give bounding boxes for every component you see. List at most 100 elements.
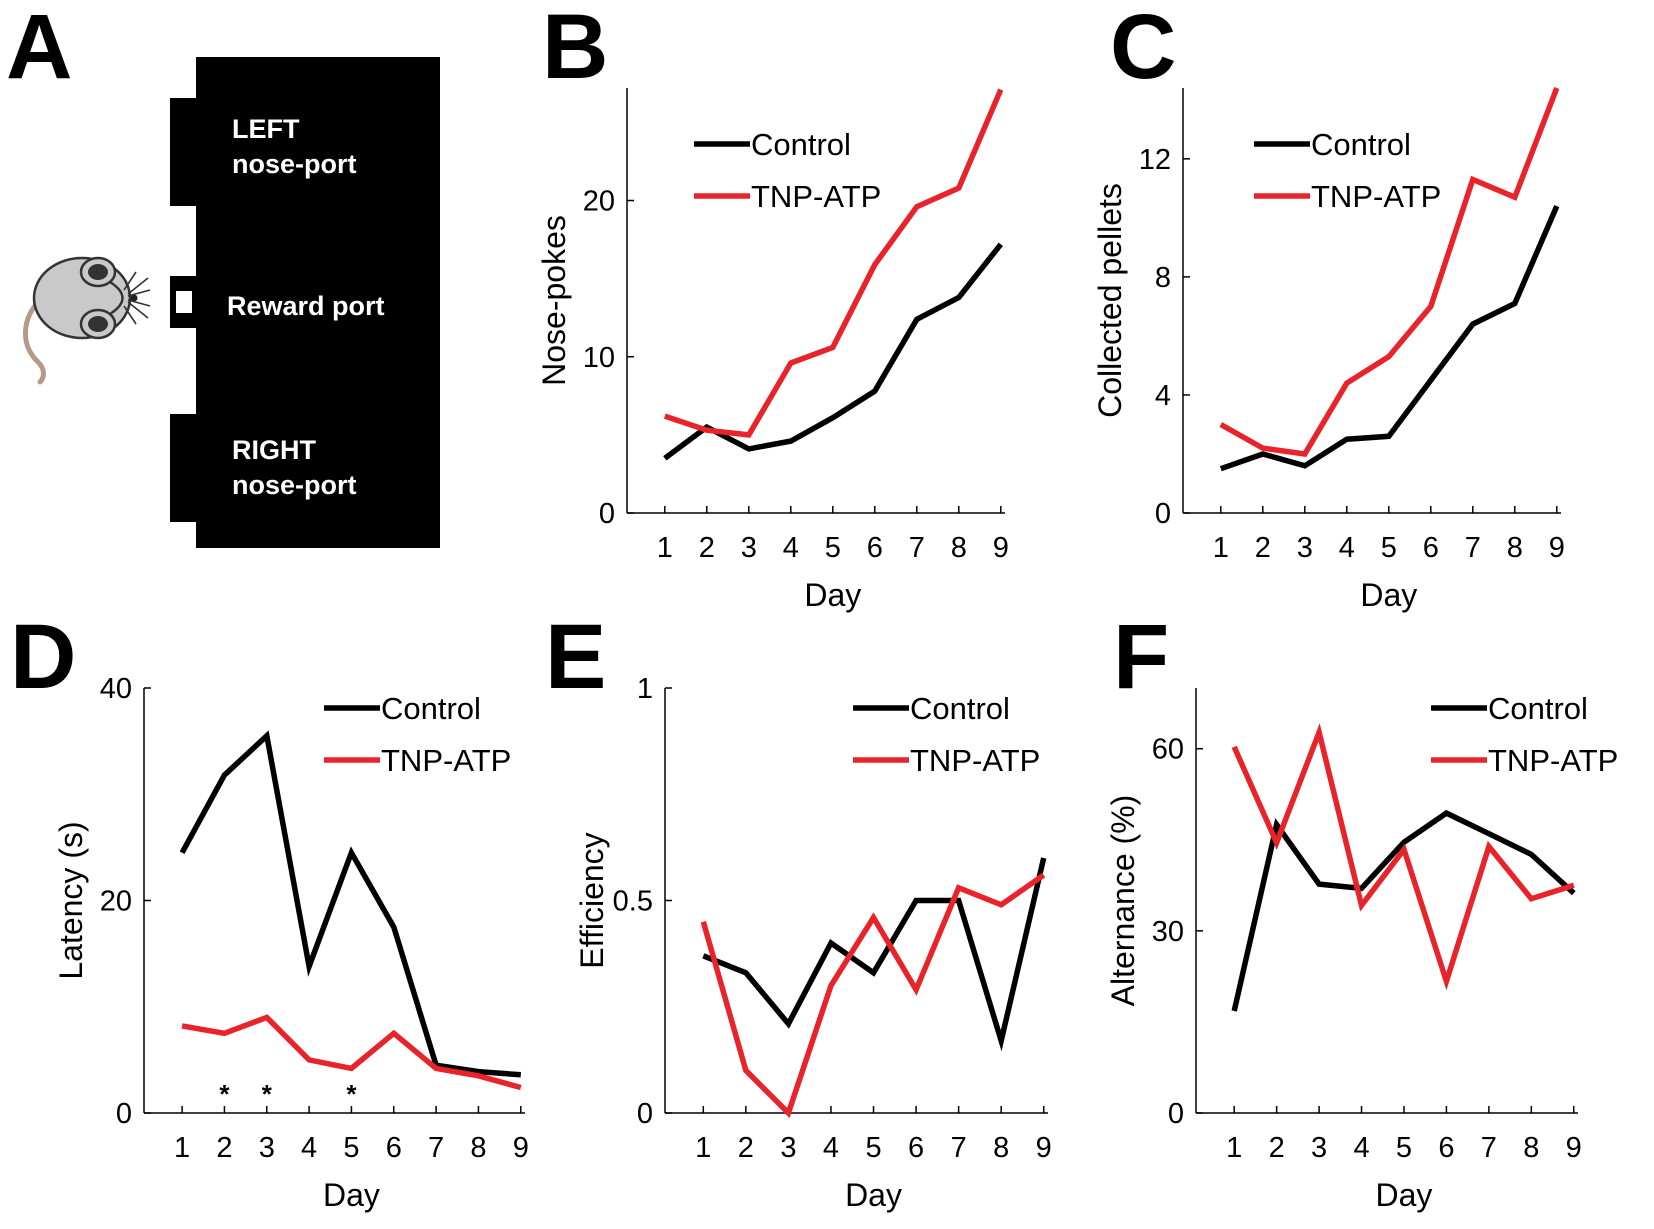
- y-tick-label: 0: [637, 1098, 653, 1130]
- x-tick-label: 3: [1311, 1132, 1327, 1164]
- series-line-tnp-atp: [1219, 87, 1560, 457]
- y-tick-label: 0.5: [613, 886, 653, 918]
- alternance-chart: 0 30 60 1 2 3 4 5 6 7 8 9 Day Alternance (%) Control TN…: [1105, 688, 1618, 1213]
- x-tick-label: 8: [993, 1132, 1009, 1164]
- x-tick-label: 4: [823, 1132, 839, 1164]
- y-axis-title: Alternance (%): [1105, 795, 1141, 1007]
- x-axis-title: Day: [1376, 1177, 1433, 1213]
- y-axis-title: Nose-pokes: [536, 215, 572, 386]
- y-tick-label: 0: [1155, 498, 1171, 530]
- left-nose-port: [170, 98, 198, 206]
- x-tick-label: 1: [1213, 532, 1229, 564]
- legend-label-tnp-atp: TNP-ATP: [910, 743, 1040, 778]
- x-tick-label: 6: [867, 532, 883, 564]
- panel-label-f: F: [1113, 606, 1169, 708]
- x-tick-label: 6: [386, 1132, 402, 1164]
- x-tick-label: 3: [741, 532, 757, 564]
- x-tick-label: 4: [1339, 532, 1355, 564]
- series-line-control: [1231, 809, 1576, 1012]
- panel-label-c: C: [1110, 0, 1176, 98]
- legend-label-control: Control: [1311, 127, 1411, 162]
- panel-label-a: A: [6, 0, 72, 98]
- legend-label-control: Control: [910, 691, 1010, 726]
- legend-label-control: Control: [381, 691, 481, 726]
- x-tick-label: 2: [738, 1132, 754, 1164]
- x-tick-label: 3: [259, 1132, 275, 1164]
- x-tick-label: 3: [1297, 532, 1313, 564]
- operant-box: [196, 57, 440, 548]
- x-tick-label: 6: [1438, 1132, 1454, 1164]
- x-tick-label: 2: [699, 532, 715, 564]
- y-tick-label: 10: [583, 342, 615, 374]
- x-tick-label: 4: [301, 1132, 317, 1164]
- x-tick-label: 2: [1269, 1132, 1285, 1164]
- y-tick-label: 8: [1155, 262, 1171, 294]
- efficiency-chart: 00.511 2 3 4 5 6 7 8 9DayEfficiencyControlTNP-AT…: [574, 673, 1052, 1213]
- mouse-icon: [23, 256, 151, 385]
- x-tick-label: 9: [1036, 1132, 1052, 1164]
- x-tick-label: 2: [1255, 532, 1271, 564]
- y-tick-label: 60: [1152, 734, 1184, 766]
- x-tick-label: 8: [951, 532, 967, 564]
- reward-port-opening: [176, 291, 192, 313]
- series-line-tnp-atp: [663, 88, 1004, 438]
- x-tick-label: 1: [695, 1132, 711, 1164]
- x-tick-label: 7: [909, 532, 925, 564]
- x-tick-label: 1: [1226, 1132, 1242, 1164]
- y-axis-title: Collected pellets: [1092, 183, 1128, 418]
- y-tick-label: 1: [637, 673, 653, 705]
- right-port-label-line2: nose-port: [232, 470, 357, 500]
- x-tick-label: 3: [780, 1132, 796, 1164]
- x-tick-label: 4: [1353, 1132, 1369, 1164]
- y-tick-label: 0: [1168, 1098, 1184, 1130]
- series-line-control: [663, 242, 1003, 461]
- series-line-control: [1219, 205, 1560, 472]
- x-tick-label: 5: [343, 1132, 359, 1164]
- x-tick-label: 7: [1465, 532, 1481, 564]
- x-tick-label: 9: [1566, 1132, 1582, 1164]
- x-tick-label: 6: [908, 1132, 924, 1164]
- significance-asterisk: *: [219, 1079, 230, 1109]
- legend-label-tnp-atp: TNP-ATP: [1488, 743, 1618, 778]
- y-tick-label: 20: [583, 186, 615, 218]
- significance-asterisk: *: [346, 1079, 357, 1109]
- x-tick-label: 1: [657, 532, 673, 564]
- panel-label-b: B: [542, 0, 608, 98]
- x-tick-label: 8: [1523, 1132, 1539, 1164]
- x-tick-label: 8: [1507, 532, 1523, 564]
- x-tick-label: 7: [1481, 1132, 1497, 1164]
- legend-label-tnp-atp: TNP-ATP: [1311, 179, 1441, 214]
- x-axis-title: Day: [1360, 577, 1417, 613]
- y-tick-label: 0: [116, 1098, 132, 1130]
- right-nose-port: [170, 414, 198, 522]
- panel-label-e: E: [545, 606, 606, 708]
- left-port-label-line1: LEFT: [232, 114, 300, 144]
- series-line-tnp-atp: [1231, 723, 1575, 991]
- series-line-tnp-atp: [700, 872, 1046, 1119]
- y-tick-label: 20: [100, 886, 132, 918]
- x-tick-label: 9: [513, 1132, 529, 1164]
- x-axis-title: Day: [323, 1177, 380, 1213]
- series-line-control: [179, 730, 522, 1078]
- x-tick-label: 5: [865, 1132, 881, 1164]
- operant-box-diagram: LEFT nose-port Reward port RIGHT nose-po…: [170, 57, 440, 548]
- y-tick-label: 30: [1152, 916, 1184, 948]
- x-tick-label: 5: [1396, 1132, 1412, 1164]
- x-tick-label: 7: [428, 1132, 444, 1164]
- nose-pokes-chart: 0 10 20 1 2 3 4 5 6 7 8 9 Day Nose-pokes Control TNP-AT…: [536, 88, 1009, 613]
- y-tick-label: 40: [100, 673, 132, 705]
- x-tick-label: 8: [470, 1132, 486, 1164]
- y-tick-label: 4: [1155, 380, 1171, 412]
- y-axis-title: Latency (s): [53, 821, 89, 979]
- x-tick-label: 1: [174, 1132, 190, 1164]
- legend-label-control: Control: [1488, 691, 1588, 726]
- series-line-tnp-atp: [181, 1014, 522, 1091]
- significance-asterisk: *: [262, 1079, 273, 1109]
- x-tick-label: 5: [825, 532, 841, 564]
- x-tick-label: 2: [216, 1132, 232, 1164]
- x-axis-title: Day: [845, 1177, 902, 1213]
- x-tick-label: 9: [993, 532, 1009, 564]
- reward-port-label: Reward port: [227, 291, 385, 321]
